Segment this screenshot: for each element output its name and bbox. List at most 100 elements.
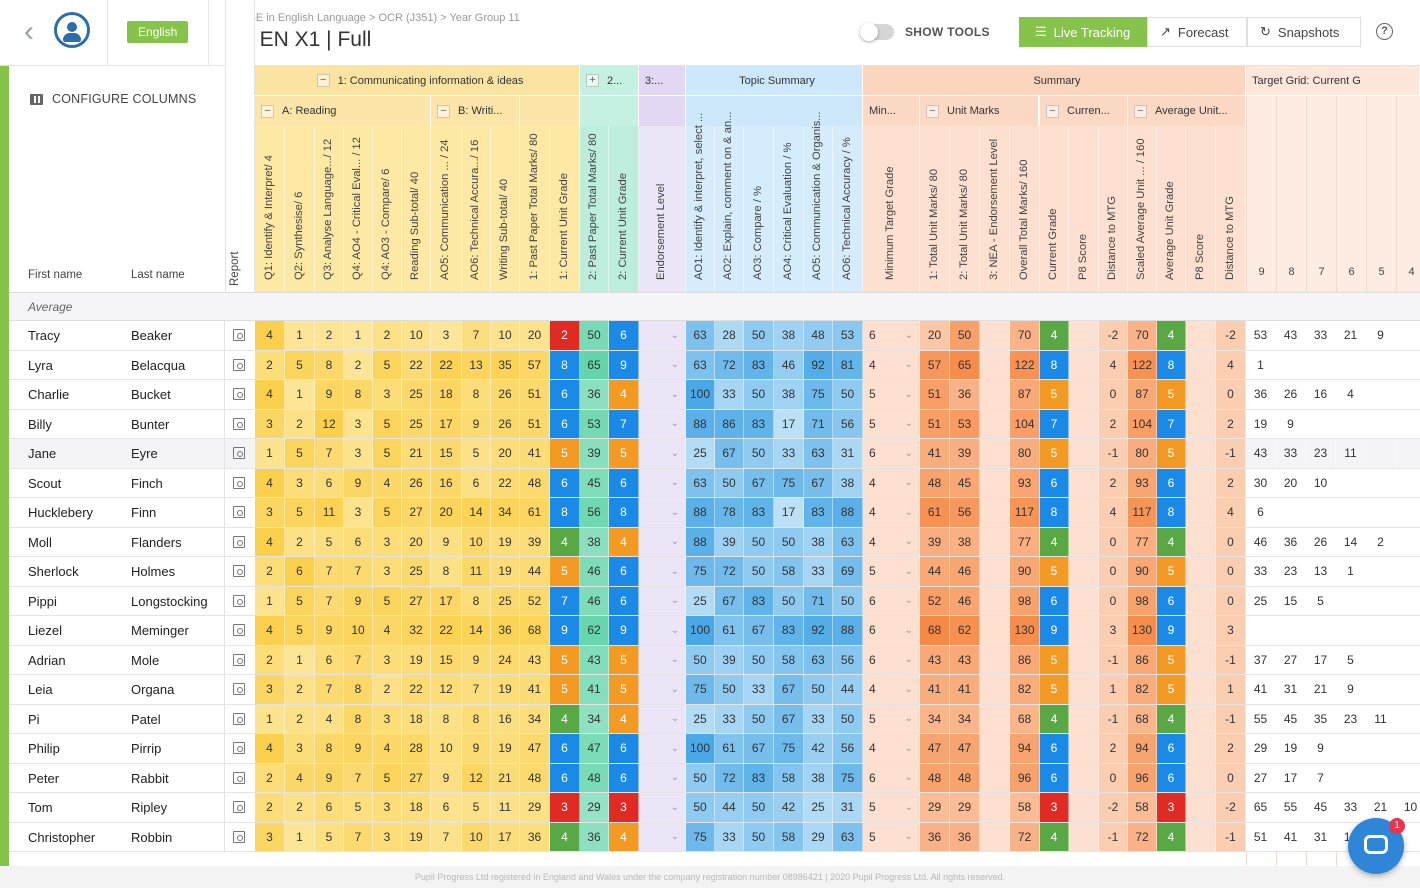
grade-cell[interactable] [980,793,1010,822]
grade-cell[interactable]: -1 [1216,822,1246,851]
last-name[interactable]: Ripley [131,800,168,815]
grade-cell[interactable]: 5 [315,527,344,556]
grade-cell[interactable]: 5 [285,439,315,468]
grade-cell[interactable]: 3 [255,822,285,851]
table-row[interactable]: Pippi Longstocking 1 5 7 9 5 27 17 8 25 52 7 46 6 ⌄ 25 67… [9,586,1420,616]
last-name[interactable]: Eyre [131,446,158,461]
column-group-header[interactable]: 3:... [639,66,686,96]
grade-cell[interactable]: 14 [462,616,491,645]
grade-cell[interactable]: 10 [491,321,520,350]
grade-cell[interactable] [980,675,1010,704]
grade-cell[interactable]: 53 [580,409,609,438]
grade-cell[interactable]: 42 [774,793,804,822]
grade-cell[interactable]: 61 [520,498,550,527]
grade-cell[interactable]: 81 [833,350,863,379]
grade-cell[interactable]: 22 [491,468,520,497]
grade-cell[interactable]: 13 [462,350,491,379]
chevron-down-icon[interactable]: ⌄ [904,536,913,548]
grade-cell[interactable]: 67 [744,468,774,497]
table-row[interactable]: Liezel Meminger 4 5 9 10 4 32 22 14 36 68 9 62 9 ⌄ 100 61… [9,616,1420,646]
grade-cell[interactable] [1069,468,1099,497]
first-name[interactable]: Lyra [28,357,53,373]
grade-cell[interactable] [1186,557,1216,586]
chevron-down-icon[interactable]: ⌄ [670,536,679,548]
grade-cell[interactable]: 46 [580,586,609,615]
column-header[interactable]: 1: Total Unit Marks/ 80 [920,126,950,292]
grade-cell[interactable]: 1 [255,586,285,615]
grade-cell[interactable] [980,616,1010,645]
column-header[interactable]: P8 Score [1186,126,1216,292]
grade-cell[interactable]: 8 [462,704,491,733]
collapse-group-icon[interactable]: − [261,104,274,118]
grade-cell[interactable]: 8 [462,586,491,615]
column-header[interactable]: Q2: Synthesise/ 6 [285,126,315,292]
grade-cell[interactable]: 68 [1010,704,1040,733]
grade-cell[interactable]: 4 [609,704,639,733]
grade-cell[interactable]: 17 [774,498,804,527]
grade-cell[interactable]: 50 [833,586,863,615]
grade-cell[interactable]: 11 [491,793,520,822]
last-name[interactable]: Meminger [131,623,189,638]
grade-cell[interactable]: 58 [1128,793,1157,822]
grade-cell[interactable]: 4 [255,468,285,497]
grade-cell[interactable]: 58 [774,822,804,851]
grade-cell[interactable]: 18 [402,793,431,822]
grade-cell[interactable]: 19 [491,675,520,704]
grade-cell[interactable]: 25 [686,439,715,468]
grade-cell[interactable]: 44 [920,557,950,586]
chevron-down-icon[interactable]: ⌄ [670,742,679,754]
grade-cell[interactable] [1186,822,1216,851]
grade-cell[interactable]: 43 [580,645,609,674]
grade-cell[interactable]: 83 [744,350,774,379]
chevron-down-icon[interactable]: ⌄ [904,713,913,725]
column-header[interactable]: Q4: AO4 - Critical Eval... / 12 [344,126,373,292]
grade-cell[interactable]: 96 [1010,763,1040,792]
grade-cell[interactable] [1069,675,1099,704]
report-icon[interactable] [233,830,245,843]
first-name[interactable]: Charlie [28,387,70,402]
grade-cell[interactable]: 50 [744,793,774,822]
grade-cell[interactable]: 25 [804,793,833,822]
grade-cell[interactable]: 0 [1216,557,1246,586]
grade-cell[interactable]: 39 [920,527,950,556]
grade-cell[interactable]: 52 [520,586,550,615]
column-header[interactable]: P8 Score [1069,126,1099,292]
grade-cell[interactable]: 33 [744,675,774,704]
chevron-down-icon[interactable]: ⌄ [904,329,913,341]
grade-cell[interactable] [1069,645,1099,674]
grade-cell[interactable] [980,734,1010,763]
grade-cell[interactable] [1069,350,1099,379]
collapse-group-icon[interactable]: − [1046,104,1059,118]
grade-cell[interactable]: 63 [833,822,863,851]
grade-cell[interactable]: 2 [255,763,285,792]
grade-cell[interactable]: 25 [686,704,715,733]
grade-cell[interactable]: 47 [580,734,609,763]
grade-cell[interactable]: 15 [431,439,462,468]
grade-cell[interactable]: 8 [1040,498,1069,527]
last-name[interactable]: Beaker [131,328,173,343]
grade-cell[interactable]: 50 [804,675,833,704]
grade-cell[interactable]: 4 [1157,321,1186,350]
grade-cell[interactable]: 68 [920,616,950,645]
table-row[interactable]: Jane Eyre 1 5 7 3 5 21 15 5 20 41 5 39 5 ⌄ 25 67 50 33 63 31 6… [9,439,1420,469]
grade-cell[interactable]: 71 [804,409,833,438]
grade-cell[interactable]: 34 [520,704,550,733]
grade-cell[interactable]: 82 [1010,675,1040,704]
grade-cell[interactable]: 4 [1040,321,1069,350]
grade-cell[interactable]: 12 [315,409,344,438]
grade-cell[interactable]: 43 [920,645,950,674]
grade-cell[interactable]: 38 [804,763,833,792]
grade-cell[interactable]: 4 [315,704,344,733]
grade-cell[interactable]: 32 [402,616,431,645]
grade-cell[interactable]: 5 [550,557,580,586]
column-header[interactable]: Q1: Identify & Interpret/ 4 [255,126,285,292]
grade-cell[interactable]: 7 [315,439,344,468]
column-header[interactable]: AO5: Communication ... / 24 [431,126,462,292]
grade-cell[interactable]: 4 [373,734,402,763]
grade-cell[interactable]: 34 [920,704,950,733]
grade-cell[interactable]: 7 [609,409,639,438]
grade-cell[interactable]: 86 [715,409,744,438]
grade-cell[interactable]: 50 [715,468,744,497]
grade-cell[interactable]: 31 [833,793,863,822]
chevron-down-icon[interactable]: ⌄ [670,565,679,577]
